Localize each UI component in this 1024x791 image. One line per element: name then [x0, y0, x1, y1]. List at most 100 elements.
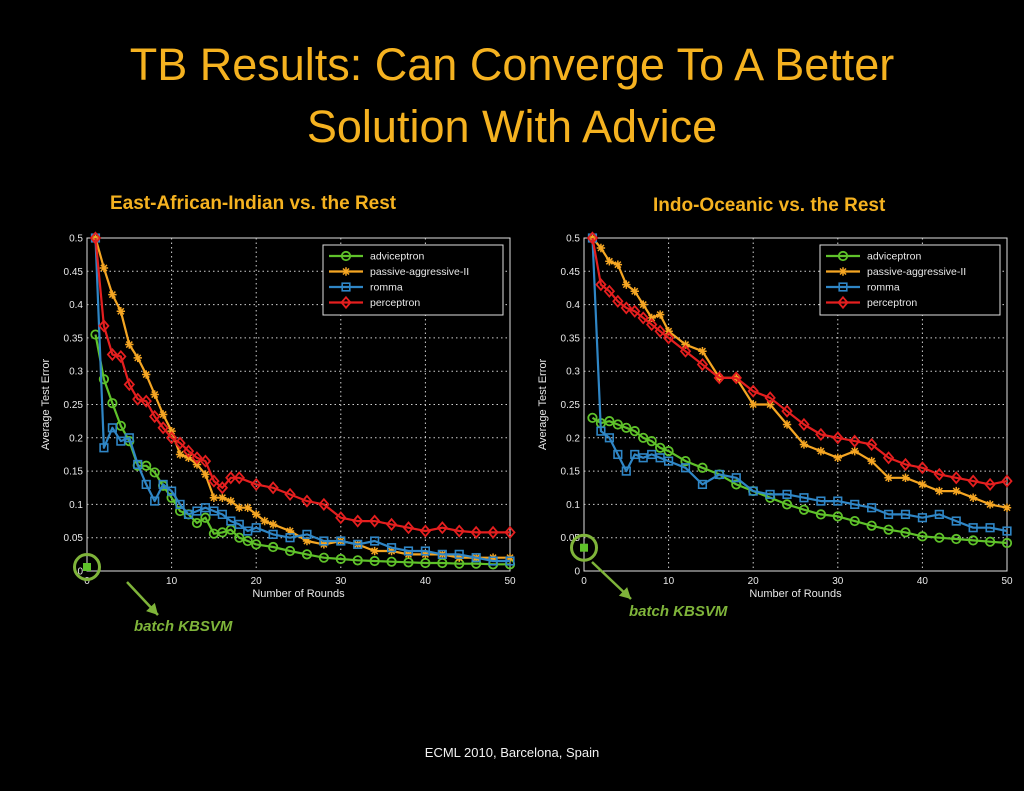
- chart-1-series-passive-aggressive-ii-point: [108, 290, 117, 299]
- chart-2-series-romma-point: [934, 509, 944, 519]
- chart-2-series-perceptron-point: [882, 451, 895, 465]
- chart-1-legend: adviceptron passive-aggressive-II romma per…: [322, 244, 504, 316]
- chart-2-series-romma-point: [850, 499, 860, 510]
- chart-2-series-perceptron-point: [662, 331, 675, 345]
- chart-2-series-perceptron-point: [620, 301, 632, 315]
- chart-1-legend-marker: [341, 282, 351, 292]
- chart-1-series-romma-point: [268, 529, 278, 539]
- chart-1-series-romma-point: [488, 556, 498, 566]
- chart-1-series-romma-point: [133, 459, 143, 470]
- chart-1-series-romma-line: [94, 237, 510, 563]
- chart-2-series-romma-line: [591, 237, 1008, 533]
- chart-1-y-axis-label: Average Test Error: [40, 359, 52, 451]
- chart-2-series-passive-aggressive-ii-point: [935, 486, 944, 496]
- chart-1-series-romma-point: [251, 523, 261, 533]
- chart-1-series-romma-point: [217, 509, 227, 519]
- chart-1-series-perceptron-point: [89, 231, 102, 245]
- chart-1-xtick-label: 40: [420, 576, 432, 587]
- footer-text: ECML 2010, Barcelona, Spain: [424, 745, 600, 760]
- chart-1-legend-marker: [341, 267, 351, 276]
- chart-1-series-adviceptron-point: [335, 553, 346, 565]
- chart-1-series-perceptron-point: [385, 517, 398, 531]
- chart-2-series-perceptron-point: [899, 457, 912, 472]
- chart-2-series-passive-aggressive-ii-point: [782, 420, 792, 429]
- chart-1-x-axis-label: Number of Rounds: [252, 588, 345, 600]
- chart-2-series-romma-point: [596, 426, 606, 436]
- chart-2-legend-item: romma: [826, 282, 900, 294]
- chart-1-series-passive-aggressive-ii-point: [218, 493, 227, 502]
- chart-2-batch-kbsvm-arrowhead: [618, 587, 631, 599]
- chart-2-series-adviceptron-point: [951, 533, 962, 545]
- chart-2-ytick-label: 0.15: [561, 467, 581, 478]
- chart-2-series-passive-aggressive-ii-point: [765, 400, 775, 409]
- chart-2-series-perceptron-point: [654, 324, 666, 338]
- chart-2-series-adviceptron-point: [968, 535, 979, 546]
- chart-2-series-romma-point: [638, 453, 648, 463]
- chart-1-legend-item: passive-aggressive-II: [329, 266, 469, 278]
- chart-2-series-passive-aggressive-ii-point: [605, 257, 614, 266]
- chart-2-series-perceptron-point: [967, 474, 979, 488]
- chart-2-series-perceptron-point: [916, 461, 929, 475]
- chart-2-series-romma-point: [604, 433, 614, 443]
- chart-2-series-perceptron-point: [1001, 474, 1013, 488]
- chart-1-series-adviceptron-point: [234, 532, 245, 543]
- chart-1-series-romma-point: [234, 519, 244, 529]
- chart-1-series-romma-point: [192, 506, 202, 516]
- chart-2-series-romma-point: [985, 523, 995, 533]
- chart-2-xtick-label: 40: [917, 576, 929, 587]
- chart-1-series-passive-aggressive-ii-point: [252, 510, 261, 519]
- chart-2-series-perceptron-point: [637, 311, 649, 325]
- chart-1-series-adviceptron-point: [98, 374, 110, 385]
- chart-1-ytick-label: 0.4: [69, 300, 83, 311]
- chart-1-series-perceptron-point: [487, 525, 499, 539]
- chart-2-xtick-label: 10: [663, 576, 675, 587]
- chart-2-series-passive-aggressive-ii-point: [850, 446, 859, 456]
- chart-2-series-passive-aggressive-ii-point: [884, 473, 893, 482]
- chart-2-series-romma-point: [731, 473, 741, 483]
- chart-2-series-passive-aggressive-ii-point: [833, 453, 842, 462]
- chart-1-series-perceptron-point: [318, 497, 330, 511]
- slide-title-line-1: TB Results: Can Converge To A Better: [129, 39, 895, 90]
- chart-1-series-romma-point: [150, 496, 160, 506]
- chart-2-legend-label: perceptron: [867, 297, 917, 309]
- chart-2-series-adviceptron-point: [587, 412, 598, 423]
- chart-2-series-perceptron-point: [645, 318, 658, 332]
- chart-2-series-adviceptron-point: [832, 511, 843, 522]
- chart-2-series-romma-point: [799, 493, 809, 503]
- chart-2-series-romma-point: [748, 486, 758, 496]
- chart-1-series-perceptron: [89, 231, 516, 539]
- chart-1-series-romma-point: [319, 536, 329, 546]
- chart-1-series-romma-point: [141, 479, 151, 490]
- chart-1-legend-label: perceptron: [370, 297, 420, 309]
- chart-2-series-passive-aggressive-ii-point: [867, 456, 876, 466]
- chart-1-series-romma-point: [99, 443, 109, 453]
- chart-2-series-romma-point: [664, 456, 674, 466]
- chart-1-legend-item: romma: [329, 282, 403, 294]
- chart-1-series-passive-aggressive-ii-point: [370, 546, 379, 556]
- chart-1-series-romma-point: [370, 536, 380, 546]
- chart-2-series-perceptron-point: [984, 477, 996, 491]
- chart-2-series-adviceptron-point: [697, 462, 708, 473]
- chart-2-ytick-label: 0.45: [561, 267, 581, 278]
- chart-1-series-romma-point: [175, 499, 185, 510]
- chart-2-series-perceptron-point: [713, 371, 726, 385]
- chart-1-series-romma-point: [336, 536, 346, 546]
- batch-kbsvm-label-2: batch KBSVM: [629, 603, 728, 620]
- chart-2-xtick-label: 20: [748, 576, 760, 587]
- chart-2-series-passive-aggressive-ii-point: [588, 233, 597, 243]
- slide-title: TB Results: Can Converge To A Better Sol…: [0, 34, 1024, 158]
- chart-1-series-perceptron-point: [504, 525, 516, 539]
- chart-1-series-perceptron-point: [419, 524, 432, 538]
- chart-2-series-adviceptron-point: [604, 416, 615, 427]
- chart-2-series-adviceptron-point: [798, 504, 810, 515]
- chart-2-series-adviceptron-point: [849, 515, 860, 527]
- chart-2-series-adviceptron-point: [731, 479, 742, 490]
- chart-2-series-perceptron-point: [815, 427, 827, 442]
- chart-1-series-romma-point: [420, 546, 431, 556]
- chart-2-ytick-label: 0.35: [561, 333, 581, 344]
- chart-2-series-passive-aggressive-ii-point: [918, 480, 927, 489]
- chart-1-series-perceptron-point: [402, 521, 415, 535]
- chart-1-ytick-label: 0.25: [64, 400, 84, 411]
- chart-1-xtick-label: 10: [166, 576, 178, 587]
- chart-1-series-perceptron-point: [98, 319, 110, 333]
